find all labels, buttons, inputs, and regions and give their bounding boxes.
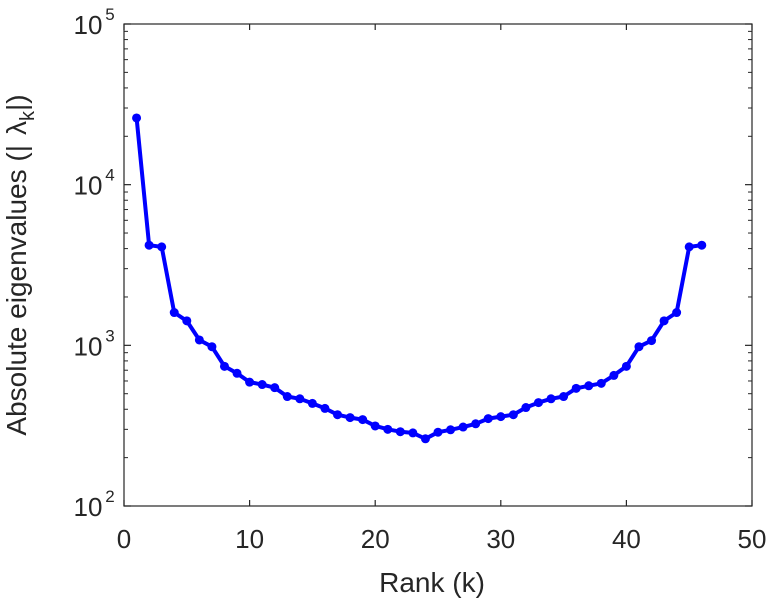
data-point	[207, 342, 217, 352]
data-point	[307, 398, 317, 408]
x-axis-title: Rank (k)	[379, 567, 485, 598]
x-tick-label: 0	[117, 524, 131, 554]
data-point	[182, 316, 192, 326]
data-point	[684, 242, 694, 252]
data-point	[697, 240, 707, 250]
data-point	[245, 377, 255, 387]
data-point	[169, 308, 179, 318]
data-point	[483, 414, 493, 424]
data-point	[194, 335, 204, 345]
data-point	[546, 394, 556, 404]
data-point	[408, 428, 418, 438]
data-point	[533, 398, 543, 408]
x-tick-label: 20	[361, 524, 390, 554]
data-point	[571, 383, 581, 393]
data-point	[257, 380, 267, 390]
x-tick-label: 40	[612, 524, 641, 554]
data-point	[295, 394, 305, 404]
x-axis-ticks: 0 10 20 30 40 50	[117, 24, 767, 554]
data-point	[647, 336, 657, 346]
data-point	[383, 424, 393, 434]
data-point	[621, 361, 631, 371]
data-point	[345, 413, 355, 423]
data-point	[157, 242, 167, 252]
data-point	[471, 419, 481, 429]
x-tick-label: 10	[235, 524, 264, 554]
data-point	[559, 392, 569, 402]
data-point	[672, 308, 682, 318]
y-axis-title: Absolute eigenvalues (| λk|)	[1, 94, 39, 435]
data-point	[320, 403, 330, 413]
data-point	[496, 412, 506, 422]
data-point	[634, 342, 644, 352]
y-tick-label-exponent: 5	[105, 5, 114, 24]
data-point	[433, 427, 443, 437]
y-axis-title-suffix: |)	[1, 94, 32, 111]
y-tick-label-exponent: 3	[105, 326, 114, 345]
y-tick-label-exponent: 2	[105, 487, 114, 506]
y-axis-title-subscript: k	[17, 110, 39, 121]
x-tick-label: 50	[738, 524, 767, 554]
data-point	[333, 410, 343, 420]
y-tick-label-exponent: 4	[105, 166, 114, 185]
y-axis-title-prefix: Absolute eigenvalues (|	[1, 145, 32, 436]
series-layer	[132, 113, 707, 444]
data-point	[132, 113, 142, 123]
data-point	[219, 361, 229, 371]
y-tick-label-base: 10	[74, 492, 103, 522]
data-point	[521, 403, 531, 413]
data-point	[420, 434, 430, 444]
data-point	[458, 422, 468, 432]
data-point	[282, 392, 292, 402]
data-point	[232, 368, 242, 378]
data-point	[395, 427, 405, 437]
data-point	[358, 415, 368, 425]
data-point	[596, 378, 606, 388]
x-tick-label: 30	[486, 524, 515, 554]
plot-area	[123, 23, 753, 507]
data-point	[144, 240, 154, 250]
data-point	[370, 421, 380, 431]
data-point	[270, 383, 280, 393]
data-point	[609, 370, 619, 380]
data-point	[659, 316, 669, 326]
y-tick-label-base: 10	[74, 10, 103, 40]
data-point	[508, 410, 518, 420]
y-axis-title-lambda: λ	[1, 121, 32, 135]
data-point	[446, 425, 456, 435]
y-tick-label-base: 10	[74, 331, 103, 361]
y-tick-label-base: 10	[74, 171, 103, 201]
data-point	[584, 381, 594, 391]
series-line	[134, 117, 703, 441]
